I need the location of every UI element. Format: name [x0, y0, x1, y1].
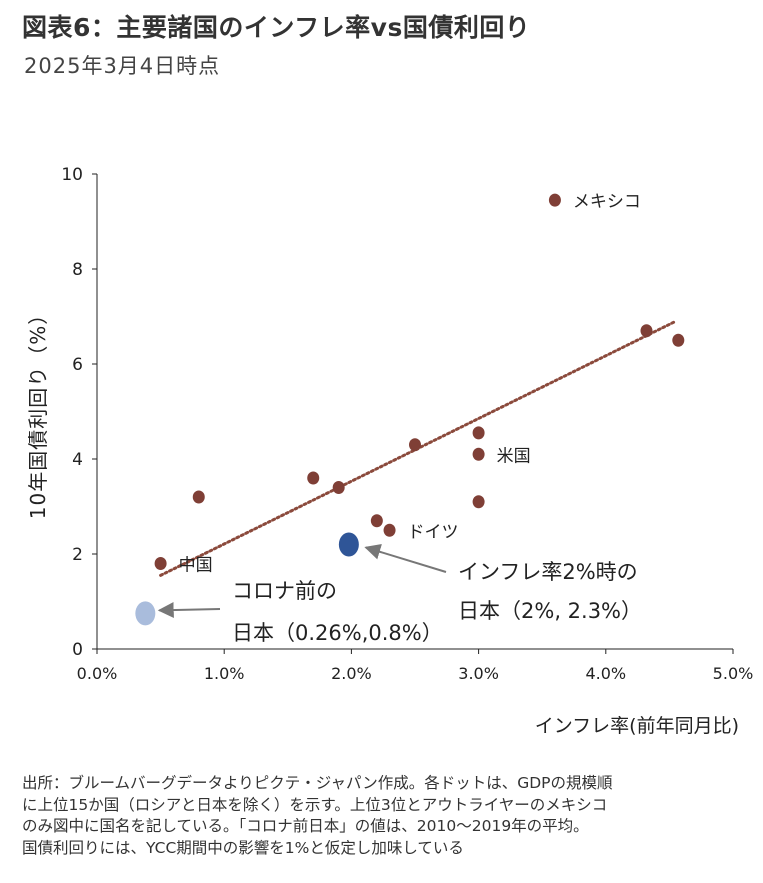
points-group [135, 193, 685, 626]
y-tick-label: 6 [72, 355, 83, 375]
annotation-arrow [157, 602, 221, 619]
x-tick-label: 3.0% [458, 664, 499, 683]
point-label: 米国 [497, 446, 531, 466]
y-tick-label: 0 [72, 640, 83, 660]
data-point [472, 447, 485, 461]
annotation-arrow [364, 544, 447, 573]
data-point [409, 438, 421, 452]
data-point [370, 514, 383, 528]
x-tick-label: 5.0% [713, 664, 754, 683]
y-tick-label: 4 [72, 450, 83, 470]
data-point [192, 490, 205, 504]
data-point [472, 495, 485, 509]
x-axis-title: インフレ率(前年同月比) [535, 715, 739, 737]
annotation-text: 日本（2%, 2.3%） [458, 599, 642, 623]
highlight-point [338, 532, 359, 557]
annotation-text: インフレ率2%時の [458, 560, 638, 584]
x-tick-label: 4.0% [585, 664, 626, 683]
point-label: ドイツ [408, 522, 459, 542]
y-tick-label: 10 [61, 165, 83, 185]
footnote-line: のみ図中に国名を記している。「コロナ前日本」の値は、2010～2019年の平均。 [22, 817, 589, 835]
data-point [672, 333, 685, 347]
y-axis-title: 10年国債利回り（%） [26, 304, 50, 519]
y-tick-label: 2 [72, 545, 83, 565]
x-tick-label: 1.0% [204, 664, 245, 683]
data-point [154, 557, 167, 570]
data-point [472, 426, 485, 440]
scatter-chart: 0 2 4 6 8 10 0.0% 1.0% 2.0% 3.0% 4.0% 5.0% インフレ率(前年同… [26, 165, 753, 737]
x-tick-label: 2.0% [331, 664, 372, 683]
highlight-point [135, 601, 156, 626]
chart-subtitle: 2025年3月4日時点 [24, 54, 221, 78]
footnote-line: に上位15か国（ロシアと日本を除く）を示す。上位3位とアウトライヤーのメキシコ [22, 795, 608, 814]
data-point [383, 523, 396, 537]
chart-title: 図表6：主要諸国のインフレ率vs国債利回り [22, 13, 531, 42]
data-point [307, 471, 320, 485]
annotation-text: コロナ前の [232, 579, 337, 603]
point-label: メキシコ [573, 192, 641, 212]
point-label: 中国 [179, 556, 213, 576]
data-point [548, 193, 561, 207]
y-tick-label: 8 [72, 260, 83, 280]
footnote-line: 国債利回りには、YCC期間中の影響を1%と仮定し加味している [22, 838, 464, 857]
axes: 0 2 4 6 8 10 0.0% 1.0% 2.0% 3.0% 4.0% 5.0% インフレ率(前年同… [26, 165, 753, 737]
footnote-line: 出所：ブルームバーグデータよりピクテ・ジャパン作成。各ドットは、GDPの規模順 [22, 774, 613, 792]
annotation-text: 日本（0.26%,0.8%） [232, 621, 443, 645]
footnote: 出所：ブルームバーグデータよりピクテ・ジャパン作成。各ドットは、GDPの規模順 … [22, 773, 747, 859]
data-point [332, 481, 345, 494]
data-point [640, 324, 653, 338]
x-tick-label: 0.0% [77, 664, 118, 683]
